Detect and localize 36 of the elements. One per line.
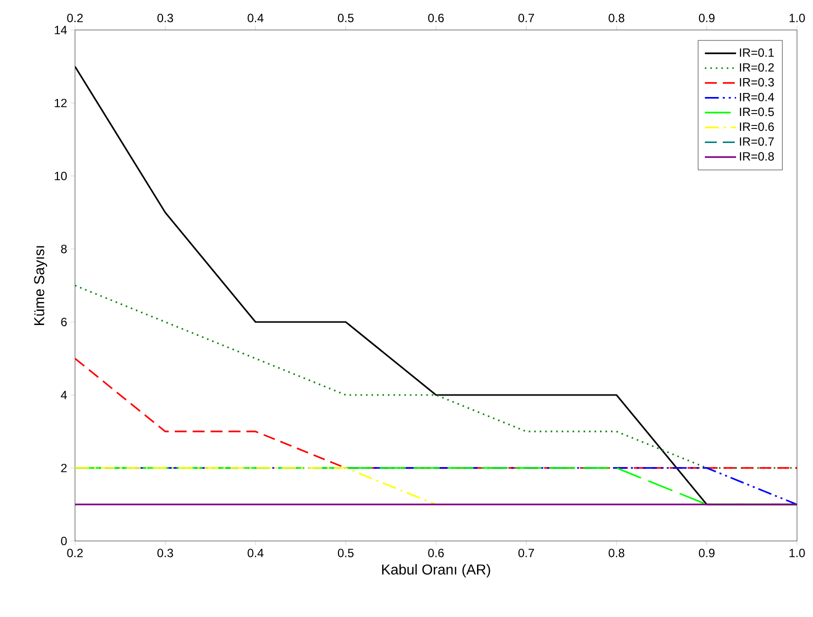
legend-label: IR=0.1 — [740, 48, 774, 57]
y-tick-label: 4 — [60, 390, 67, 400]
y-tick-label: 12 — [54, 98, 67, 108]
legend-label: IR=0.4 — [740, 92, 774, 102]
x2-tick-label: 0.5 — [338, 14, 354, 22]
x2-tick-label: 1.0 — [790, 14, 805, 22]
x2-tick-label: 0.4 — [248, 14, 264, 22]
x2-tick-label: 0.9 — [698, 14, 714, 22]
x-tick-label: 0.5 — [338, 548, 354, 558]
x-tick-label: 0.6 — [428, 548, 444, 558]
legend-label: IR=0.3 — [740, 78, 774, 86]
x2-tick-label: 0.8 — [608, 14, 624, 22]
y-tick-label: 6 — [61, 318, 67, 326]
x-axis-title: Kabul Oranı (AR) — [382, 564, 490, 578]
x-tick-label: 0.4 — [248, 548, 264, 558]
x2-tick-label: 0.7 — [518, 14, 534, 22]
y-tick-label: 14 — [54, 26, 67, 34]
y-tick-label: 10 — [54, 172, 67, 180]
y-tick-label: 0 — [61, 536, 67, 546]
legend-label: IR=0.8 — [740, 152, 774, 161]
x-tick-label: 0.9 — [698, 548, 714, 558]
legend-label: IR=0.7 — [740, 137, 774, 146]
x-tick-label: 0.8 — [608, 548, 624, 558]
x-tick-label: 1.0 — [790, 548, 805, 558]
y-tick-label: 2 — [61, 464, 67, 472]
x-tick-label: 0.2 — [67, 548, 83, 558]
x2-tick-label: 0.3 — [157, 14, 174, 22]
y-tick-label: 8 — [61, 244, 67, 254]
legend-label: IR=0.2 — [740, 63, 774, 72]
legend-label: IR=0.5 — [740, 108, 774, 116]
x2-tick-label: 0.6 — [428, 14, 444, 22]
x-tick-label: 0.3 — [157, 548, 174, 558]
y-axis-title: Küme Sayısı — [34, 246, 48, 325]
x2-tick-label: 0.2 — [67, 14, 83, 22]
legend-label: IR=0.6 — [740, 122, 774, 131]
x-tick-label: 0.7 — [518, 548, 534, 558]
